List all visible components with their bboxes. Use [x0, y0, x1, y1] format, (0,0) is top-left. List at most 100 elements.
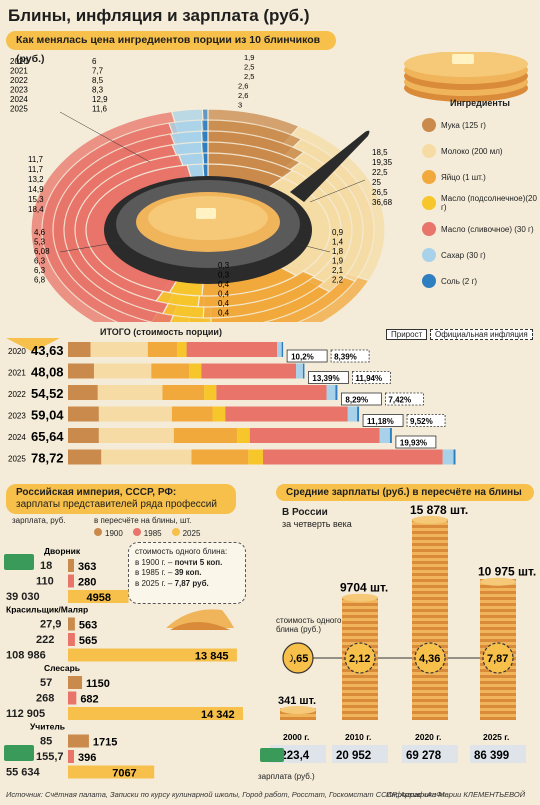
- stack-segment: [191, 449, 249, 465]
- salt-price-label: 0,3: [218, 261, 230, 270]
- ingredient-legend: Мука (125 г) Молоко (200 мл) Яйцо (1 шт.) М…: [422, 112, 540, 294]
- pancake-layer: [480, 585, 516, 588]
- year-label: 2024: [8, 433, 26, 442]
- oil-price-label: 2,6: [238, 91, 248, 100]
- butter-price-label: 26,5: [372, 188, 388, 197]
- pancake-layer: [412, 600, 448, 603]
- salary-label: зарплата, руб.: [12, 516, 66, 525]
- pancake-layer: [342, 675, 378, 678]
- milk-price-label: 18,4: [28, 205, 44, 214]
- leader-line: [309, 179, 366, 203]
- pancake-layer: [342, 702, 378, 705]
- legend-item: Сахар (30 г): [422, 242, 540, 268]
- money-icon: [260, 748, 284, 762]
- stack-segment: [335, 385, 338, 400]
- egg-price-label: 7,7: [92, 67, 104, 76]
- pancake-layer: [412, 549, 448, 552]
- pancake-layer: [480, 714, 516, 717]
- salary-value: 39 030: [6, 591, 40, 603]
- country-title: В России: [282, 507, 328, 518]
- pancake-count: 396: [78, 752, 96, 764]
- butter-pat: [196, 208, 216, 219]
- avg-salary-value: 86 399: [474, 750, 509, 762]
- pancake-layer: [412, 579, 448, 582]
- official-label: 11,94%: [355, 374, 382, 383]
- price-note-1900-value: почти 5 коп.: [174, 557, 223, 567]
- year-label: 2023: [8, 412, 26, 421]
- money-icon: [4, 745, 34, 761]
- legend-item: Мука (125 г): [422, 112, 540, 138]
- legend-item: Масло (сливочное) (30 г): [422, 216, 540, 242]
- pancake-count: 363: [78, 561, 96, 573]
- stack-segment: [212, 406, 226, 422]
- salary-value: 112 905: [6, 708, 45, 720]
- stack-segment: [302, 363, 305, 379]
- price-note-1900-year: в 1900 г. –: [135, 557, 175, 567]
- year-legend-label: 1985: [143, 529, 162, 538]
- pancake-count-label: 10 975 шт.: [478, 565, 536, 579]
- stack-segment: [68, 363, 94, 379]
- pancake-count: 682: [80, 694, 98, 706]
- flour-price-label: 5,3: [34, 238, 46, 247]
- growth-box: [286, 349, 328, 363]
- salary-value: 268: [36, 693, 54, 705]
- pancake-bar: [68, 765, 155, 779]
- salary-box: [402, 745, 458, 763]
- pancake-layer: [342, 684, 378, 687]
- growth-label: 11,18%: [367, 417, 394, 426]
- pancake-layer: [342, 696, 378, 699]
- pancake-bar: [68, 559, 74, 572]
- year-legend-swatch: [94, 528, 102, 536]
- pancake-layer: [412, 705, 448, 708]
- milk-price-label: 11,7: [28, 165, 44, 174]
- sugar-price-label: 1,8: [332, 247, 344, 256]
- pancake-layer: [412, 633, 448, 636]
- butter-price-label: 18,5: [372, 148, 388, 157]
- pancake-layer: [342, 627, 378, 630]
- legend-item: Молоко (200 мл): [422, 138, 540, 164]
- ring-year-label: 2021: [10, 67, 28, 76]
- pancake-layer: [342, 690, 378, 693]
- flour-price-label: 6,08: [34, 247, 50, 256]
- pancakes-label: в пересчёте на блины, шт.: [94, 516, 192, 525]
- official-label: 9,52%: [410, 417, 433, 426]
- stack-segment: [147, 342, 178, 357]
- price-circle: [414, 642, 446, 674]
- pancake-layer: [480, 630, 516, 633]
- oil-price-label: 2,5: [244, 63, 254, 72]
- avg-salary-value: 69 278: [406, 750, 442, 762]
- stack-segment: [357, 406, 360, 422]
- price-note-1985-year: в 1985 г. –: [135, 568, 175, 577]
- ring-year-label: 2020: [10, 57, 28, 66]
- pancake-layer: [412, 543, 448, 546]
- stack-segment: [216, 385, 327, 400]
- price-circle: [482, 642, 514, 674]
- pancake-layer: [412, 537, 448, 540]
- pancake-layer: [342, 612, 378, 615]
- year-legend-swatch: [132, 528, 141, 536]
- profession-name: Учитель: [30, 722, 65, 732]
- pancake-layer: [412, 603, 448, 606]
- legend-item: Яйцо (1 шт.): [422, 164, 540, 190]
- pancake-layer: [412, 672, 448, 675]
- legend-label: Соль (2 г): [441, 276, 478, 286]
- year-label: 2000 г.: [283, 732, 309, 742]
- pancake-layer: [480, 591, 516, 594]
- year-label: 2022: [8, 390, 26, 399]
- stack-segment: [248, 449, 264, 465]
- pancake-layer: [412, 630, 448, 633]
- leader-line: [289, 241, 331, 253]
- official-box: [330, 349, 370, 363]
- pancake-layer: [480, 624, 516, 627]
- stack-segment: [68, 406, 99, 422]
- pancake-layer: [342, 699, 378, 702]
- price-label: 0,65: [287, 653, 308, 665]
- official-box: [352, 371, 391, 384]
- egg-price-label: 6: [92, 57, 97, 66]
- pancake-layer: [342, 615, 378, 618]
- money-icon: [4, 554, 34, 570]
- official-inflation-legend: Официальная инфляция: [430, 329, 533, 340]
- sugar-price-label: 1,9: [332, 257, 344, 266]
- year-legend-item: 2025: [171, 528, 200, 538]
- pancake-layer: [412, 714, 448, 717]
